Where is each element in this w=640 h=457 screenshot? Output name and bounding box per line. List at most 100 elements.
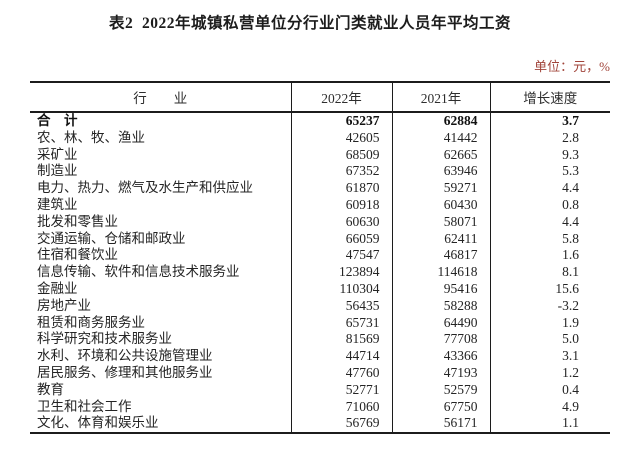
growth-cell: 5.3: [489, 163, 610, 181]
industry-cell: 水利、环境和公共设施管理业: [37, 348, 213, 364]
growth-cell: 4.4: [489, 213, 610, 231]
header-industry: 行 业: [30, 82, 291, 113]
value-2021-cell: 58288: [391, 297, 490, 315]
value-2021-cell: 67750: [391, 398, 490, 416]
growth-cell: 0.8: [489, 196, 610, 214]
industry-cell: 电力、热力、燃气及水生产和供应业: [37, 180, 253, 196]
table-row: 采矿业 68509 62665 9.3: [30, 146, 610, 164]
industry-cell: 制造业: [37, 163, 78, 179]
table-row: 农、林、牧、渔业 42605 41442 2.8: [30, 129, 610, 147]
value-2021-cell: 62884: [391, 112, 490, 130]
table-row: 建筑业 60918 60430 0.8: [30, 196, 610, 214]
industry-cell: 住宿和餐饮业: [37, 247, 118, 263]
value-2022-cell: 68509: [290, 146, 392, 164]
growth-cell: 3.7: [489, 112, 610, 130]
value-2022-cell: 52771: [290, 381, 392, 399]
wage-table: 行 业 2022年 2021年 增长速度 合 计 65237 62884 3.7…: [30, 81, 610, 435]
value-2021-cell: 41442: [391, 129, 490, 147]
value-2021-cell: 64490: [391, 314, 490, 332]
growth-cell: 2.8: [489, 129, 610, 147]
value-2021-cell: 59271: [391, 180, 490, 197]
value-2021-cell: 58071: [391, 213, 490, 231]
industry-cell: 交通运输、仓储和邮政业: [37, 230, 186, 246]
value-2022-cell: 42605: [290, 129, 392, 147]
total-row: 合 计 65237 62884 3.7: [30, 112, 610, 130]
value-2021-cell: 63946: [391, 163, 490, 181]
value-2022-cell: 47547: [290, 247, 392, 265]
growth-cell: 8.1: [489, 264, 610, 281]
table-row: 电力、热力、燃气及水生产和供应业 61870 59271 4.4: [30, 180, 610, 197]
value-2021-cell: 43366: [391, 348, 490, 365]
table-row: 房地产业 56435 58288 -3.2: [30, 297, 610, 315]
value-2021-cell: 52579: [391, 381, 490, 399]
header-2022: 2022年: [290, 82, 392, 113]
value-2022-cell: 60918: [290, 196, 392, 214]
value-2022-cell: 60630: [290, 213, 392, 231]
table-row: 信息传输、软件和信息技术服务业 123894 114618 8.1: [30, 264, 610, 281]
industry-cell: 批发和零售业: [37, 213, 118, 229]
value-2021-cell: 95416: [391, 280, 490, 298]
growth-cell: 0.4: [489, 381, 610, 399]
growth-cell: 5.0: [489, 331, 610, 349]
value-2021-cell: 114618: [391, 264, 490, 281]
table-row: 卫生和社会工作 71060 67750 4.9: [30, 398, 610, 416]
header-row: 行 业 2022年 2021年 增长速度: [30, 82, 610, 113]
industry-cell: 农、林、牧、渔业: [37, 129, 145, 145]
growth-cell: 1.6: [489, 247, 610, 265]
table-row: 水利、环境和公共设施管理业 44714 43366 3.1: [30, 348, 610, 365]
industry-cell: 文化、体育和娱乐业: [37, 415, 159, 431]
value-2022-cell: 65237: [290, 112, 392, 130]
value-2022-cell: 44714: [290, 348, 392, 365]
value-2022-cell: 67352: [290, 163, 392, 181]
growth-cell: 9.3: [489, 146, 610, 164]
industry-cell: 房地产业: [37, 297, 91, 313]
industry-cell: 卫生和社会工作: [37, 398, 132, 414]
value-2021-cell: 77708: [391, 331, 490, 349]
table-row: 交通运输、仓储和邮政业 66059 62411 5.8: [30, 230, 610, 248]
value-2021-cell: 56171: [391, 415, 490, 434]
industry-cell: 建筑业: [37, 196, 78, 212]
growth-cell: 4.4: [489, 180, 610, 197]
page-title: 表2 2022年城镇私营单位分行业门类就业人员年平均工资: [108, 15, 511, 32]
industry-cell: 信息传输、软件和信息技术服务业: [37, 264, 240, 280]
value-2022-cell: 66059: [290, 230, 392, 248]
industry-cell: 教育: [37, 381, 64, 397]
value-2021-cell: 47193: [391, 364, 490, 382]
table-row: 文化、体育和娱乐业 56769 56171 1.1: [30, 415, 610, 434]
value-2021-cell: 62411: [391, 230, 490, 248]
industry-cell: 租赁和商务服务业: [37, 314, 145, 330]
value-2021-cell: 62665: [391, 146, 490, 164]
table-row: 制造业 67352 63946 5.3: [30, 163, 610, 181]
table-row: 教育 52771 52579 0.4: [30, 381, 610, 399]
table-row: 金融业 110304 95416 15.6: [30, 280, 610, 298]
table-row: 租赁和商务服务业 65731 64490 1.9: [30, 314, 610, 332]
table-row: 住宿和餐饮业 47547 46817 1.6: [30, 247, 610, 265]
industry-cell: 居民服务、修理和其他服务业: [37, 364, 213, 380]
unit-label: 单位：元，%: [534, 59, 610, 74]
growth-cell: 1.9: [489, 314, 610, 332]
table-row: 批发和零售业 60630 58071 4.4: [30, 213, 610, 231]
value-2021-cell: 46817: [391, 247, 490, 265]
value-2022-cell: 71060: [290, 398, 392, 416]
value-2022-cell: 81569: [290, 331, 392, 349]
growth-cell: 1.1: [489, 415, 610, 434]
industry-cell: 采矿业: [37, 146, 78, 162]
growth-cell: 4.9: [489, 398, 610, 416]
growth-cell: 5.8: [489, 230, 610, 248]
growth-cell: 15.6: [489, 280, 610, 298]
value-2022-cell: 65731: [290, 314, 392, 332]
value-2021-cell: 60430: [391, 196, 490, 214]
value-2022-cell: 47760: [290, 364, 392, 382]
growth-cell: -3.2: [489, 297, 610, 315]
value-2022-cell: 110304: [290, 280, 392, 298]
industry-cell: 合 计: [37, 113, 78, 128]
value-2022-cell: 56435: [290, 297, 392, 315]
header-growth: 增长速度: [489, 82, 610, 113]
value-2022-cell: 123894: [290, 264, 392, 281]
growth-cell: 3.1: [489, 348, 610, 365]
growth-cell: 1.2: [489, 364, 610, 382]
header-2021: 2021年: [391, 82, 490, 113]
value-2022-cell: 56769: [290, 415, 392, 434]
industry-cell: 金融业: [37, 280, 78, 296]
